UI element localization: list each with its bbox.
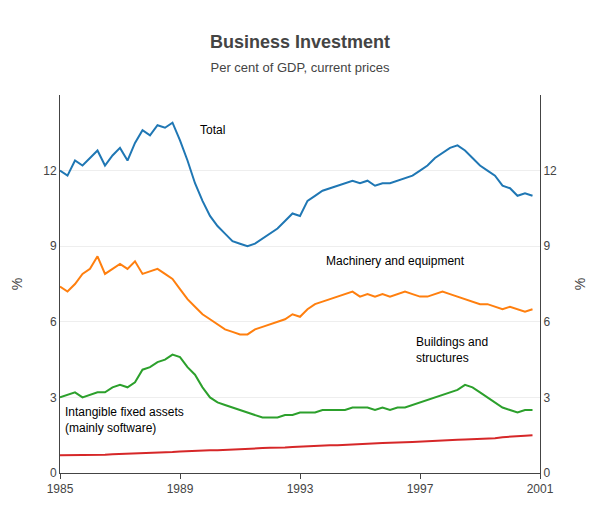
svg-text:0: 0 <box>543 466 550 480</box>
svg-text:1997: 1997 <box>407 482 434 496</box>
svg-text:2001: 2001 <box>527 482 554 496</box>
svg-text:0: 0 <box>50 466 57 480</box>
svg-text:12: 12 <box>43 164 57 178</box>
svg-text:3: 3 <box>543 391 550 405</box>
svg-text:9: 9 <box>543 239 550 253</box>
svg-text:1985: 1985 <box>47 482 74 496</box>
svg-text:6: 6 <box>543 315 550 329</box>
svg-text:6: 6 <box>50 315 57 329</box>
svg-text:Buildings andstructures: Buildings andstructures <box>416 335 488 365</box>
svg-text:Per cent of GDP, current price: Per cent of GDP, current prices <box>211 60 390 75</box>
svg-text:%: % <box>572 278 588 290</box>
svg-text:Business Investment: Business Investment <box>210 32 390 52</box>
svg-text:Intangible fixed assets(mainly: Intangible fixed assets(mainly software) <box>65 405 184 435</box>
svg-text:%: % <box>9 278 25 290</box>
svg-text:Machinery and equipment: Machinery and equipment <box>326 254 465 268</box>
svg-text:1989: 1989 <box>167 482 194 496</box>
svg-text:1993: 1993 <box>287 482 314 496</box>
svg-text:12: 12 <box>543 164 557 178</box>
svg-text:Total: Total <box>200 123 225 137</box>
svg-text:3: 3 <box>50 391 57 405</box>
svg-text:9: 9 <box>50 239 57 253</box>
